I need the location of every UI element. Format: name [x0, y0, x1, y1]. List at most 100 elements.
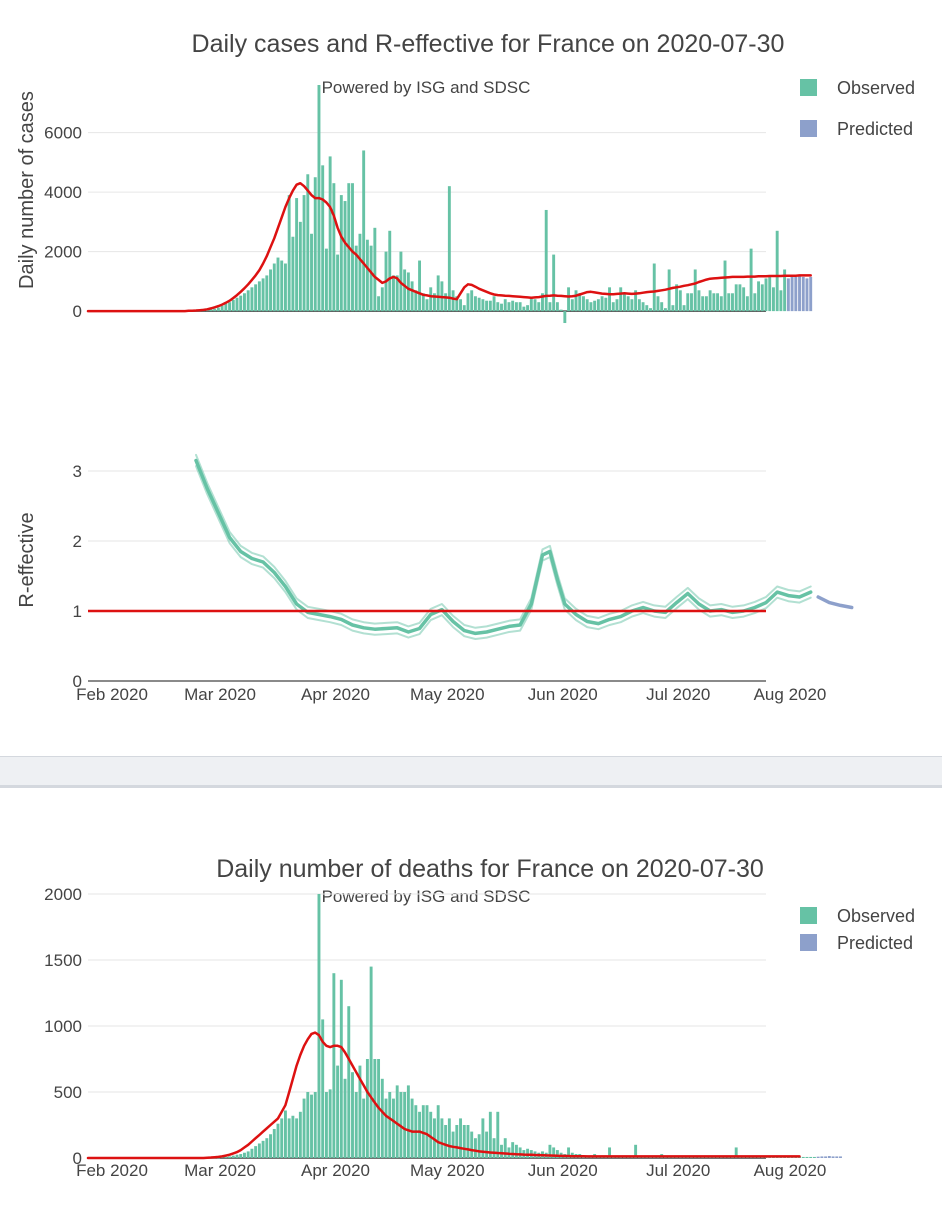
deaths-y-tick-label: 1000 [44, 1017, 82, 1036]
cases-observed-bar [764, 278, 768, 312]
cases-observed-bar [477, 297, 481, 312]
reff-x-tick-label: Apr 2020 [301, 685, 370, 704]
cases-observed-bar [757, 281, 761, 312]
deaths-observed-bar [339, 979, 343, 1158]
cases-observed-bar [563, 311, 567, 324]
cases-observed-bar [570, 299, 574, 312]
cases-smoothed-line [86, 181, 812, 313]
cases-observed-bar [708, 290, 712, 312]
deaths-observed-bar [310, 1094, 313, 1158]
deaths-figure: Daily number of deaths for France on 202… [0, 788, 942, 1200]
legend-observed-label[interactable]: Observed [837, 906, 915, 926]
cases-y-axis-label: Daily number of cases [16, 91, 38, 289]
deaths-observed-bar [466, 1125, 470, 1158]
legend-predicted-label[interactable]: Predicted [837, 119, 913, 139]
cases-observed-bar [652, 263, 656, 312]
cases-observed-bar [775, 230, 779, 312]
cases-reff-chart-svg: Daily cases and R-effective for France o… [16, 30, 915, 704]
deaths-observed-bar [328, 1089, 332, 1158]
cases-observed-bar [727, 293, 731, 312]
cases-observed-bar [548, 302, 552, 312]
legend-observed-swatch[interactable] [800, 79, 817, 96]
deaths-observed-bar [526, 1148, 530, 1158]
cases-observed-bar [555, 302, 559, 312]
cases-observed-bar [589, 302, 593, 312]
cases-y-tick-label: 2000 [44, 243, 82, 262]
deaths-x-tick-label: Jun 2020 [528, 1161, 598, 1180]
deaths-observed-bar [261, 1140, 265, 1158]
cases-observed-bar [723, 260, 727, 312]
deaths-observed-bar [373, 1059, 377, 1158]
cases-observed-bar [447, 186, 451, 312]
cases-observed-bar [500, 303, 503, 312]
cases-observed-bar [779, 290, 783, 312]
deaths-chart-svg: Daily number of deaths for France on 202… [44, 855, 915, 1180]
cases-observed-bar [313, 177, 317, 312]
cases-observed-bar [492, 296, 496, 312]
deaths-observed-bar [455, 1125, 459, 1158]
deaths-observed-bar [384, 1098, 388, 1158]
deaths-observed-bar [518, 1147, 522, 1158]
cases-observed-bar [503, 299, 507, 312]
deaths-observed-bar [321, 1019, 325, 1158]
cases-observed-bar [444, 293, 448, 312]
cases-observed-bar [615, 299, 619, 312]
deaths-observed-bar [295, 1118, 299, 1158]
deaths-legend[interactable]: Observed Predicted [800, 906, 915, 953]
cases-observed-bar [228, 302, 232, 312]
cases-observed-bar [239, 295, 243, 312]
cases-observed-bar [488, 300, 492, 312]
legend-observed-swatch[interactable] [800, 907, 817, 924]
cases-observed-bar [537, 302, 541, 312]
deaths-observed-bar [243, 1152, 246, 1158]
cases-observed-bar [432, 293, 436, 312]
deaths-observed-bar [481, 1118, 485, 1158]
cases-observed-bar [362, 150, 366, 312]
cases-legend[interactable]: Observed Predicted [800, 78, 915, 139]
cases-observed-bar [704, 296, 708, 312]
deaths-x-tick-label: May 2020 [410, 1161, 485, 1180]
deaths-observed-bar [503, 1138, 507, 1158]
reff-y-tick-label: 0 [73, 672, 82, 691]
deaths-observed-bar [608, 1147, 611, 1158]
deaths-observed-bar [388, 1092, 392, 1158]
cases-observed-bar [235, 297, 239, 312]
cases-observed-bar [630, 299, 634, 312]
cases-observed-bar [749, 248, 753, 312]
deaths-observed-bar [812, 1156, 816, 1158]
cases-y-tick-label: 4000 [44, 183, 82, 202]
deaths-observed-bar [280, 1118, 284, 1158]
cases-observed-bar [276, 257, 280, 312]
cases-observed-bar [518, 302, 522, 312]
cases-observed-bar [585, 299, 589, 312]
deaths-observed-bar [447, 1118, 451, 1158]
deaths-observed-bar [485, 1131, 489, 1158]
cases-observed-bar [339, 195, 343, 312]
cases-observed-bar [567, 287, 571, 312]
reff-y-tick-label: 3 [73, 462, 82, 481]
cases-observed-bar [675, 284, 679, 312]
cases-observed-bar [332, 183, 336, 312]
deaths-observed-bar [369, 966, 373, 1158]
legend-predicted-swatch[interactable] [800, 934, 817, 951]
deaths-observed-bar [324, 1092, 328, 1158]
deaths-observed-bar [362, 1098, 366, 1158]
deaths-observed-bar [555, 1150, 559, 1158]
legend-predicted-label[interactable]: Predicted [837, 933, 913, 953]
cases-observed-bar [678, 290, 682, 312]
deaths-observed-bar [239, 1154, 243, 1158]
cases-observed-bar [660, 302, 664, 312]
deaths-predicted-bar [839, 1156, 842, 1158]
legend-observed-label[interactable]: Observed [837, 78, 915, 98]
deaths-observed-bar [410, 1098, 414, 1158]
deaths-observed-bar [254, 1146, 258, 1158]
deaths-x-tick-label: Apr 2020 [301, 1161, 370, 1180]
reff-y-tick-label: 1 [73, 602, 82, 621]
cases-observed-bar [283, 263, 287, 312]
legend-predicted-swatch[interactable] [800, 120, 817, 137]
cases-observed-bar [608, 287, 611, 312]
cases-observed-bar [388, 230, 392, 312]
cases-observed-bar [425, 299, 429, 312]
cases-observed-bar [265, 275, 269, 312]
deaths-observed-bar [496, 1111, 500, 1158]
